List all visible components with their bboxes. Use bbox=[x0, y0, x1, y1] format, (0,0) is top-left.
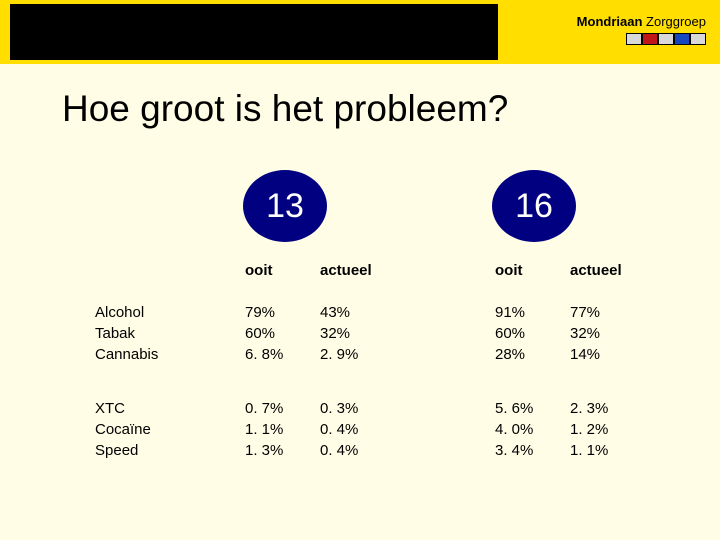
logo-bar bbox=[626, 33, 642, 45]
cell: 43% bbox=[320, 302, 400, 323]
cell: 1. 3% bbox=[245, 440, 315, 461]
row-label: Speed bbox=[95, 440, 215, 461]
row-label: Cannabis bbox=[95, 344, 215, 365]
cell: 60% bbox=[495, 323, 565, 344]
header-band: Mondriaan Zorggroep bbox=[0, 0, 720, 64]
cell: 0. 3% bbox=[320, 398, 400, 419]
cell: 60% bbox=[245, 323, 315, 344]
brand-color-bars bbox=[626, 33, 706, 45]
cell: 4. 0% bbox=[495, 419, 565, 440]
row-label: Alcohol bbox=[95, 302, 215, 323]
logo-bar bbox=[674, 33, 690, 45]
cell: 0. 7% bbox=[245, 398, 315, 419]
row-label: XTC bbox=[95, 398, 215, 419]
row-label: Cocaïne bbox=[95, 419, 215, 440]
cell: 1. 1% bbox=[245, 419, 315, 440]
circle-right-value: 16 bbox=[515, 187, 553, 226]
cell: 0. 4% bbox=[320, 440, 400, 461]
cell: 79% bbox=[245, 302, 315, 323]
cell: 0. 4% bbox=[320, 419, 400, 440]
cell: 32% bbox=[320, 323, 400, 344]
circle-left-value: 13 bbox=[266, 187, 304, 226]
cell: 91% bbox=[495, 302, 565, 323]
slide-title: Hoe groot is het probleem? bbox=[62, 88, 508, 130]
cell: 1. 2% bbox=[570, 419, 650, 440]
row-label: Tabak bbox=[95, 323, 215, 344]
logo-bar bbox=[642, 33, 658, 45]
cell: 77% bbox=[570, 302, 650, 323]
circle-left: 13 bbox=[243, 170, 327, 242]
header-actueel-left: actueel bbox=[320, 262, 400, 279]
cell: 2. 3% bbox=[570, 398, 650, 419]
logo-bar bbox=[690, 33, 706, 45]
header-ooit-right: ooit bbox=[495, 262, 565, 279]
brand-name: Mondriaan Zorggroep bbox=[577, 14, 706, 29]
circle-right: 16 bbox=[492, 170, 576, 242]
cell: 2. 9% bbox=[320, 344, 400, 365]
logo-bar bbox=[658, 33, 674, 45]
brand-name-rest: Zorggroep bbox=[642, 14, 706, 29]
header-actueel-right: actueel bbox=[570, 262, 650, 279]
cell: 28% bbox=[495, 344, 565, 365]
header-black-bar bbox=[10, 4, 498, 60]
cell: 1. 1% bbox=[570, 440, 650, 461]
cell: 3. 4% bbox=[495, 440, 565, 461]
cell: 32% bbox=[570, 323, 650, 344]
cell: 14% bbox=[570, 344, 650, 365]
cell: 6. 8% bbox=[245, 344, 315, 365]
header-ooit-left: ooit bbox=[245, 262, 315, 279]
brand-name-bold: Mondriaan bbox=[577, 14, 643, 29]
brand-logo: Mondriaan Zorggroep bbox=[577, 14, 706, 45]
cell: 5. 6% bbox=[495, 398, 565, 419]
